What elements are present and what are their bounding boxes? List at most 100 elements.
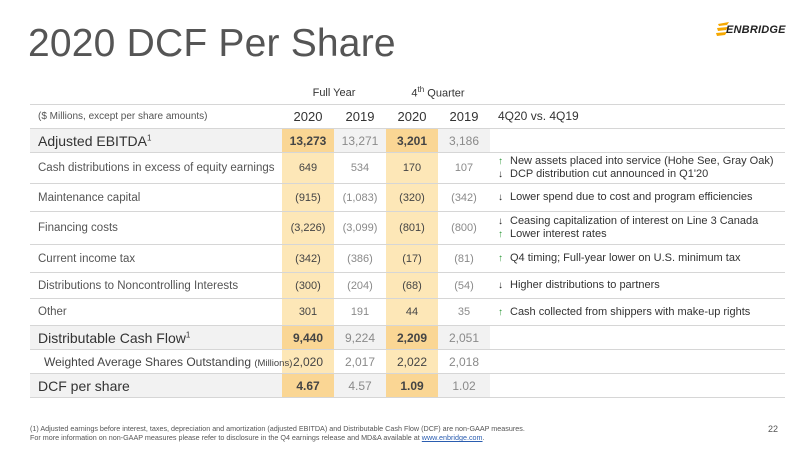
row-label: Other [30,298,282,326]
full-year-header: Full Year [282,81,386,105]
cell-value: (1,083) [334,183,386,212]
cell-value: 44 [386,298,438,326]
table-row: Weighted Average Shares Outstanding (Mil… [30,349,785,374]
cell-value: (320) [386,183,438,212]
comparison-header: 4Q20 vs. 4Q19 [490,104,785,129]
cell-value: 3,201 [386,128,438,153]
page-number: 22 [767,424,778,434]
up-arrow-icon: ↑ [498,253,503,264]
cell-value: (3,099) [334,211,386,245]
enbridge-logo: ENBRIDGE [716,16,785,46]
table-row: Adjusted EBITDA1 13,273 13,271 3,201 3,1… [30,128,785,153]
row-label: Weighted Average Shares Outstanding (Mil… [30,349,292,374]
col-header-q2020: 2020 [386,104,438,129]
down-arrow-icon: ↓ [498,216,503,227]
table-row: Financing costs (3,226) (3,099) (801) (8… [30,211,785,245]
up-arrow-icon: ↑ [498,306,503,318]
cell-value: 649 [282,152,334,184]
cell-value: 2,051 [438,325,490,350]
cell-value: (386) [334,244,386,273]
down-arrow-icon: ↓ [498,192,503,203]
cell-value: 4.67 [282,373,334,398]
row-label: Distributable Cash Flow1 [30,325,282,350]
dcf-table: Full Year 4th Quarter ($ Millions, excep… [30,81,785,398]
comment-cell: ↓ Ceasing capitalization of interest on L… [490,211,785,245]
up-arrow-icon: ↑ [498,229,503,240]
row-label: Maintenance capital [30,183,282,212]
cell-value: 13,273 [282,128,334,153]
cell-value: 301 [282,298,334,326]
enbridge-link[interactable]: www.enbridge.com [421,433,483,442]
col-header-fy2020: 2020 [282,104,334,129]
column-group-row: Full Year 4th Quarter [30,81,785,105]
comment-line: ↓ Ceasing capitalization of interest on L… [498,215,759,227]
cell-value: (17) [386,244,438,273]
footnote: (1) Adjusted earnings before interest, t… [30,424,525,442]
cell-value: 2,022 [386,349,438,374]
comment-cell: ↑ Q4 timing; Full-year lower on U.S. mini… [490,244,785,273]
table-row: DCF per share 4.67 4.57 1.09 1.02 [30,373,785,398]
comment-line: ↓ DCP distribution cut announced in Q1'20 [498,168,709,180]
cell-value: (800) [438,211,490,245]
table-row: Distributable Cash Flow1 9,440 9,224 2,2… [30,325,785,350]
table-row: Distributions to Noncontrolling Interest… [30,272,785,299]
up-arrow-icon: ↑ [498,156,503,167]
cell-value: (81) [438,244,490,273]
cell-value: (54) [438,272,490,299]
table-row: Cash distributions in excess of equity e… [30,152,785,184]
cell-value: 2,017 [334,349,386,374]
comment-cell: ↓ Lower spend due to cost and program eff… [490,183,785,212]
cell-value: 2,018 [438,349,490,374]
col-header-q2019: 2019 [438,104,490,129]
cell-value: 1.09 [386,373,438,398]
comment-line: ↓ Lower spend due to cost and program eff… [498,191,753,203]
comment-line: ↑ Q4 timing; Full-year lower on U.S. mini… [498,252,741,264]
table-row: Maintenance capital (915) (1,083) (320) … [30,183,785,212]
comment-line: ↑ New assets placed into service (Hohe Se… [498,155,774,167]
down-arrow-icon: ↓ [498,169,503,180]
footnote-line-2: For more information on non-GAAP measure… [30,433,485,442]
cell-value: (342) [282,244,334,273]
cell-value: (3,226) [282,211,334,245]
row-label: Distributions to Noncontrolling Interest… [30,272,282,299]
comment-cell: ↑ New assets placed into service (Hohe Se… [490,152,785,184]
cell-value: (915) [282,183,334,212]
cell-value: 3,186 [438,128,490,153]
cell-value: (801) [386,211,438,245]
page-title: 2020 DCF Per Share [28,22,396,65]
cell-value: 107 [438,152,490,184]
row-label: Cash distributions in excess of equity e… [30,152,282,184]
cell-value: (300) [282,272,334,299]
cell-value: 2,020 [282,349,334,374]
down-arrow-icon: ↓ [498,280,503,291]
logo-wordmark: ENBRIDGE [726,24,786,36]
cell-value: 170 [386,152,438,184]
col-header-fy2019: 2019 [334,104,386,129]
cell-value: 13,271 [334,128,386,153]
comment-line: ↑ Cash collected from shippers with make-… [498,305,751,318]
table-row: Current income tax (342) (386) (17) (81)… [30,244,785,273]
comment-line: ↑ Lower interest rates [498,228,607,240]
row-label: DCF per share [30,373,282,398]
enbridge-logo-icon [716,22,729,36]
comment-line: ↓ Higher distributions to partners [498,279,660,291]
cell-value: (204) [334,272,386,299]
row-label: Financing costs [30,211,282,245]
cell-value: 9,440 [282,325,334,350]
cell-value: 35 [438,298,490,326]
row-label: Current income tax [30,244,282,273]
comment-cell: ↑ Cash collected from shippers with make-… [490,298,785,326]
cell-value: 534 [334,152,386,184]
fourth-quarter-header: 4th Quarter [386,81,490,105]
cell-value: 191 [334,298,386,326]
cell-value: 4.57 [334,373,386,398]
cell-value: 2,209 [386,325,438,350]
table-row: Other 301 191 44 35 ↑ Cash collected from… [30,298,785,326]
comment-cell: ↓ Higher distributions to partners [490,272,785,299]
column-header-row: ($ Millions, except per share amounts) 2… [30,104,785,129]
cell-value: (342) [438,183,490,212]
cell-value: 9,224 [334,325,386,350]
cell-value: (68) [386,272,438,299]
units-label: ($ Millions, except per share amounts) [30,104,282,129]
row-label: Adjusted EBITDA1 [30,128,282,153]
